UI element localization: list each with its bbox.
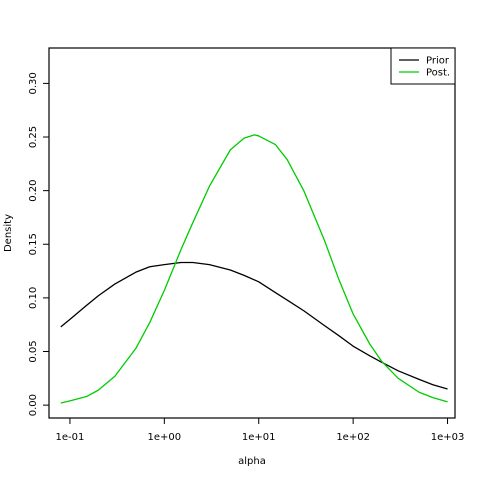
y-tick-label: 0.15 bbox=[28, 233, 39, 255]
x-tick-label: 1e+03 bbox=[431, 432, 465, 443]
x-tick-label: 1e-01 bbox=[56, 432, 85, 443]
y-tick-label: 0.05 bbox=[28, 340, 39, 362]
legend-label: Post. bbox=[426, 68, 450, 79]
y-axis-label: Density bbox=[3, 214, 14, 252]
x-tick-label: 1e+00 bbox=[148, 432, 182, 443]
y-tick-label: 0.25 bbox=[28, 126, 39, 148]
x-tick-label: 1e+01 bbox=[242, 432, 276, 443]
plot-lines bbox=[60, 134, 448, 404]
y-tick-label: 0.10 bbox=[28, 287, 39, 309]
legend-label: Prior bbox=[426, 56, 450, 67]
x-tick-label: 1e+02 bbox=[336, 432, 370, 443]
y-tick-label: 0.00 bbox=[28, 394, 39, 416]
series-line-post bbox=[60, 134, 448, 404]
y-axis: 0.00 0.05 0.10 0.15 0.20 0.25 0.30 bbox=[28, 72, 49, 416]
x-axis: 1e-01 1e+00 1e+01 1e+02 1e+03 bbox=[56, 418, 465, 443]
y-tick-label: 0.20 bbox=[28, 180, 39, 202]
series-line-prior bbox=[60, 261, 448, 390]
y-tick-label: 0.30 bbox=[28, 72, 39, 94]
x-axis-label: alpha bbox=[238, 456, 266, 467]
plot-frame bbox=[48, 47, 456, 419]
legend-box bbox=[390, 47, 456, 85]
